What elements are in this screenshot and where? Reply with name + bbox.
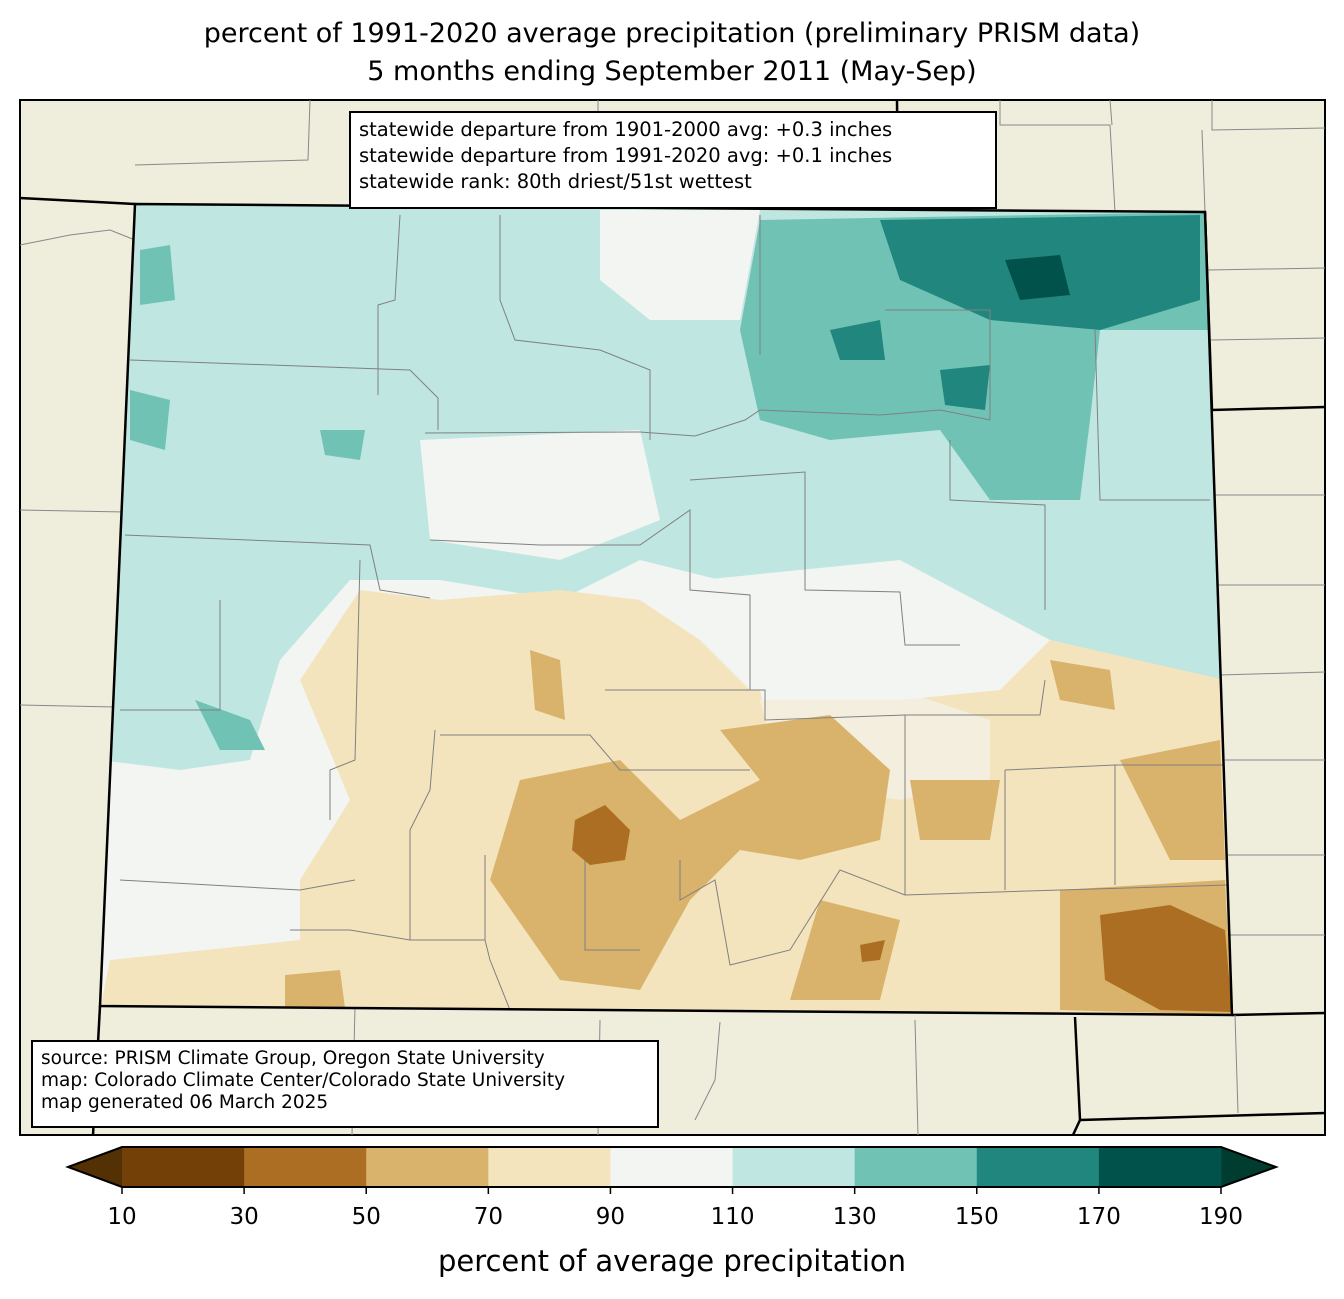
colorbar-tick-label: 190: [1199, 1204, 1243, 1230]
colorbar-tick-label: 130: [832, 1204, 877, 1230]
statewide-stats-box: statewide departure from 1901-2000 avg: …: [349, 111, 997, 209]
colorbar-segment: [1098, 1147, 1222, 1187]
map-title: percent of 1991-2020 average precipitati…: [203, 18, 1141, 49]
county-lines: [119, 214, 1231, 1011]
map-subtitle: 5 months ending September 2011 (May-Sep): [367, 56, 977, 87]
stats-rank: statewide rank: 80th driest/51st wettest: [359, 170, 752, 193]
colorado-precip-fill: [100, 204, 1232, 1015]
stats-departure-1991: statewide departure from 1991-2020 avg: …: [359, 144, 893, 167]
source-map: map: Colorado Climate Center/Colorado St…: [41, 1070, 566, 1091]
colorbar-segment: [854, 1147, 978, 1187]
colorbar-segment: [122, 1147, 245, 1187]
colorbar-tick-label: 30: [229, 1204, 259, 1230]
colorbar-tick-label: 170: [1076, 1204, 1121, 1230]
colorbar-tick-label: 150: [954, 1204, 999, 1230]
colorbar-tick-label: 50: [351, 1204, 381, 1230]
colorbar-segment: [732, 1147, 856, 1187]
colorbar-tick-label: 90: [595, 1204, 626, 1230]
colorbar-segment: [366, 1147, 489, 1187]
colorbar-over-arrow: [1221, 1147, 1276, 1187]
source-box: source: PRISM Climate Group, Oregon Stat…: [31, 1040, 659, 1128]
colorbar-under-arrow: [68, 1147, 122, 1187]
neighbor-county-lines: [19, 99, 1326, 1136]
stats-departure-1901: statewide departure from 1901-2000 avg: …: [359, 118, 893, 141]
colorbar-tick-label: 70: [473, 1204, 503, 1230]
colorbar-tick-label: 110: [710, 1204, 755, 1230]
colorbar-tick-label: 10: [107, 1204, 137, 1230]
source-generated: map generated 06 March 2025: [41, 1092, 329, 1113]
colorbar-segment: [244, 1147, 367, 1187]
colorbar-segment: [488, 1147, 611, 1187]
colorado-border: [98, 202, 1234, 1017]
colorbar-segment: [976, 1147, 1100, 1187]
source-prism: source: PRISM Climate Group, Oregon Stat…: [41, 1048, 545, 1069]
colorbar-segment: [610, 1147, 734, 1187]
colorbar-label: percent of average precipitation: [437, 1244, 907, 1278]
